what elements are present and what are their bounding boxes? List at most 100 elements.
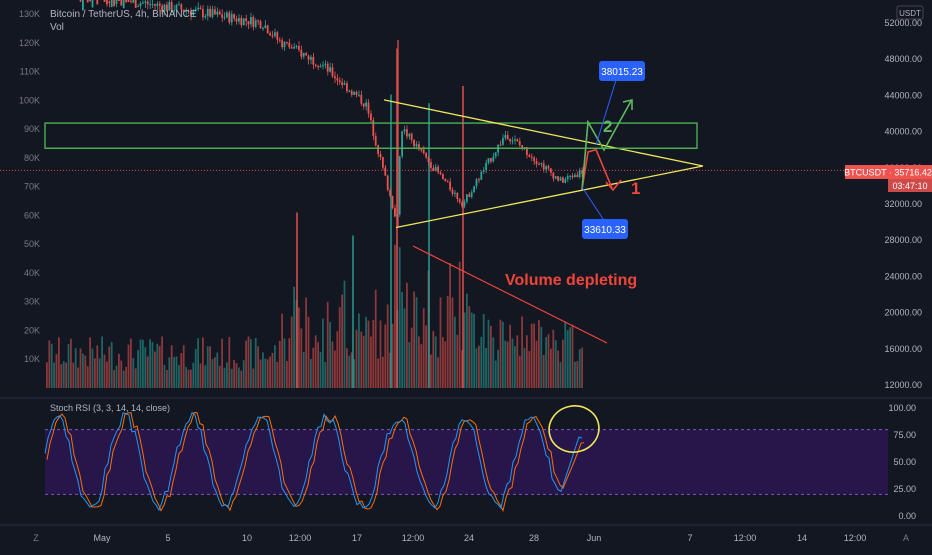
time-tick-label: Jun (587, 533, 602, 543)
candle-body (125, 0, 127, 3)
candle-body (574, 174, 576, 178)
volume-bar (199, 363, 202, 388)
candle-body (103, 0, 106, 2)
volume-bar (574, 361, 576, 388)
candle-body (223, 17, 226, 19)
volume-bar (298, 307, 300, 388)
volume-bar (223, 367, 226, 388)
volume-bar (197, 338, 199, 388)
volume-bar (437, 357, 439, 388)
candle-body (175, 4, 178, 11)
candle-body (134, 0, 137, 8)
candle-body (154, 4, 156, 6)
currency-badge[interactable] (896, 5, 924, 20)
rsi-d-line (46, 412, 585, 512)
target-callout[interactable] (599, 61, 645, 81)
candle-body (149, 4, 151, 6)
candle-body (480, 171, 483, 180)
volume-bar (91, 348, 94, 388)
candle-body (180, 4, 183, 10)
candle-body (276, 32, 279, 40)
candle-body (156, 3, 159, 6)
corner-left-label[interactable]: Z (33, 533, 39, 543)
current-price-tag[interactable] (845, 165, 932, 179)
candle-body (245, 18, 247, 21)
candle-body (209, 8, 211, 17)
candle-body (557, 176, 559, 181)
volume-tick-label: 50K (24, 239, 40, 249)
time-axis[interactable]: May 5 10 12:00 17 12:00 24 28 Jun 7 12:00 14 12:00 (93, 533, 866, 543)
volume-bar (226, 362, 228, 388)
volume-bar (494, 360, 497, 388)
scenario-2-arrow (581, 100, 632, 190)
volume-bar (526, 335, 528, 388)
candle-body (394, 208, 396, 217)
volume-bar (355, 329, 358, 388)
candle-body (158, 3, 161, 6)
volume-bar (358, 313, 360, 388)
candle-body (372, 120, 375, 137)
candle-body (274, 32, 276, 36)
candle-body (437, 166, 439, 173)
candle-body (168, 2, 171, 11)
symbol-title[interactable]: Bitcoin / TetherUS, 4h, BINANCE (50, 9, 197, 20)
candle-body (547, 166, 550, 169)
volume-bar (209, 346, 211, 388)
price-tick-label: 44000.00 (884, 90, 922, 100)
support-callout[interactable] (582, 219, 628, 239)
volume-bar (511, 338, 514, 388)
candle-body (466, 194, 468, 202)
candle-body (550, 168, 552, 173)
candle-body (506, 135, 509, 140)
volume-bar (506, 341, 509, 388)
target-callout-leader (595, 79, 617, 146)
volume-bar (53, 362, 55, 388)
volume-bar (70, 338, 72, 388)
volume-bar (394, 244, 396, 388)
volume-bar (372, 320, 375, 388)
volume-bar (317, 342, 319, 388)
price-scale[interactable] (888, 0, 932, 550)
volume-bar (406, 282, 408, 388)
candle-body (130, 0, 132, 2)
rsi-highlight-circle[interactable] (545, 401, 603, 456)
volume-bar (540, 326, 543, 388)
candle-body (300, 49, 303, 57)
candle-body (401, 131, 403, 157)
rsi-tick-label: 100.00 (888, 403, 916, 413)
volume-bar (187, 369, 190, 388)
corner-right-label[interactable]: A (903, 533, 909, 543)
volume-bar (235, 363, 238, 388)
candle-body (439, 172, 442, 175)
volume-bar (62, 361, 65, 388)
rsi-title[interactable]: Stoch RSI (3, 3, 14, 14, close) (50, 403, 170, 413)
volume-spike (462, 85, 464, 388)
price-tick-label: 32000.00 (884, 199, 922, 209)
volume-bar (264, 358, 267, 388)
candle-body (182, 9, 185, 12)
candle-body (194, 9, 197, 11)
candlesticks[interactable] (79, 0, 583, 228)
volume-bar (175, 356, 178, 388)
volume-bar (84, 355, 87, 388)
time-tick-label: 12:00 (402, 533, 425, 543)
candle-body (199, 7, 202, 10)
countdown-tag (888, 179, 932, 192)
volume-bar (442, 337, 444, 388)
volume-bar (370, 336, 372, 388)
vol-indicator-label[interactable]: Vol (50, 22, 64, 33)
symmetrical-triangle[interactable] (383, 99, 704, 229)
candle-body (108, 1, 111, 4)
candle-body (530, 156, 533, 158)
volume-bar (499, 319, 502, 388)
candle-body (151, 4, 154, 6)
volume-bar (341, 294, 343, 388)
candle-body (456, 192, 459, 200)
volume-bar (456, 334, 459, 388)
candle-body (458, 199, 461, 203)
volume-trendline[interactable] (412, 245, 608, 344)
candle-body (432, 167, 435, 172)
scenario-arrows[interactable] (581, 99, 633, 192)
volume-bar (463, 312, 466, 388)
